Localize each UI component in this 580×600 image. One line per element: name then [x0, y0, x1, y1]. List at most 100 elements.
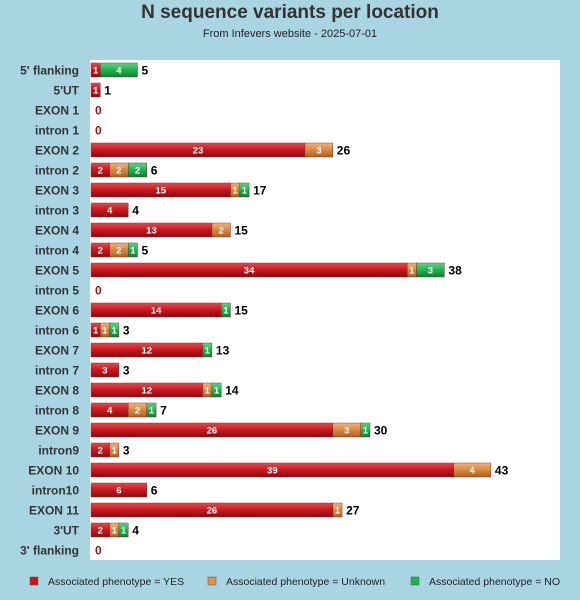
bar-segment	[211, 382, 222, 398]
category-label: EXON 6	[35, 304, 79, 318]
total-label: 27	[346, 504, 360, 518]
segment-value-label: 26	[207, 506, 218, 517]
segment-value-label: 34	[244, 266, 255, 277]
segment-value-label: 1	[93, 86, 99, 97]
total-label: 26	[337, 144, 351, 158]
category-label: 3' flanking	[20, 544, 79, 558]
segment-value-label: 3	[428, 266, 433, 277]
segment-value-label: 1	[149, 406, 155, 417]
segment-value-label: 2	[135, 406, 140, 417]
segment-value-label: 2	[116, 166, 121, 177]
bar-segment	[90, 482, 147, 498]
segment-value-label: 12	[142, 346, 153, 357]
total-label: 15	[235, 224, 249, 238]
segment-value-label: 1	[363, 426, 369, 437]
total-label: 15	[235, 304, 249, 318]
category-label: EXON 7	[35, 344, 79, 358]
bar-segment	[332, 502, 343, 518]
segment-value-label: 1	[409, 266, 415, 277]
total-label: 3	[123, 444, 130, 458]
legend-swatch	[29, 576, 39, 586]
total-label: 43	[495, 464, 509, 478]
segment-value-label: 1	[223, 306, 229, 317]
category-label: 5'UT	[53, 84, 79, 98]
bar-segment	[109, 322, 120, 338]
category-label: EXON 11	[29, 504, 79, 518]
segment-value-label: 3	[344, 426, 349, 437]
bar-segment	[211, 222, 231, 238]
chart-subtitle: From Infevers website - 2025-07-01	[202, 28, 378, 40]
bar-segment	[90, 82, 101, 98]
bar-segment	[146, 402, 157, 418]
bar-segment	[118, 522, 129, 538]
segment-value-label: 13	[146, 226, 157, 237]
bar-segment	[90, 202, 129, 218]
category-label: EXON 4	[35, 224, 79, 238]
total-label: 17	[253, 184, 267, 198]
total-label: 0	[95, 284, 102, 298]
bar-segment	[90, 362, 120, 378]
segment-value-label: 4	[107, 206, 113, 217]
total-label: 38	[448, 264, 462, 278]
legend-label: Associated phenotype = YES	[48, 576, 184, 588]
bar-segment	[220, 302, 231, 318]
bar-segment	[109, 442, 120, 458]
category-label: intron 1	[35, 124, 79, 138]
segment-value-label: 3	[102, 366, 107, 377]
segment-value-label: 39	[267, 466, 278, 477]
segment-value-label: 2	[98, 526, 103, 537]
segment-value-label: 1	[112, 526, 118, 537]
segment-value-label: 14	[151, 306, 162, 317]
segment-value-label: 1	[205, 346, 211, 357]
category-label: intron10	[32, 484, 80, 498]
segment-value-label: 3	[316, 146, 321, 157]
bar-segment	[360, 422, 371, 438]
total-label: 1	[104, 84, 111, 98]
total-label: 0	[95, 104, 102, 118]
category-label: intron 5	[35, 284, 79, 298]
segment-value-label: 6	[116, 486, 121, 497]
segment-value-label: 1	[93, 326, 99, 337]
segment-value-label: 26	[207, 426, 218, 437]
segment-value-label: 4	[116, 66, 122, 77]
category-label: intron 7	[35, 364, 79, 378]
segment-value-label: 1	[130, 246, 136, 257]
category-label: EXON 8	[35, 384, 79, 398]
segment-value-label: 15	[155, 186, 166, 197]
total-label: 0	[95, 544, 102, 558]
segment-value-label: 12	[142, 386, 153, 397]
legend-label: Associated phenotype = Unknown	[226, 576, 385, 588]
segment-value-label: 1	[335, 506, 341, 517]
segment-value-label: 1	[112, 326, 118, 337]
category-label: intron 3	[35, 204, 79, 218]
segment-value-label: 1	[242, 186, 248, 197]
total-label: 6	[151, 484, 158, 498]
category-label: EXON 1	[35, 104, 79, 118]
category-label: intron9	[38, 444, 79, 458]
segment-value-label: 4	[107, 406, 113, 417]
bar-segment	[202, 342, 213, 358]
bar-segment	[239, 182, 250, 198]
segment-value-label: 2	[98, 446, 103, 457]
total-label: 5	[142, 244, 149, 258]
legend-label: Associated phenotype = NO	[429, 576, 560, 588]
category-label: intron 4	[35, 244, 79, 258]
total-label: 4	[132, 204, 139, 218]
segment-value-label: 2	[98, 246, 103, 257]
category-label: EXON 2	[35, 144, 79, 158]
segment-value-label: 1	[205, 386, 211, 397]
category-label: intron 2	[35, 164, 79, 178]
total-label: 7	[160, 404, 167, 418]
segment-value-label: 1	[121, 526, 127, 537]
category-label: EXON 9	[35, 424, 79, 438]
chart-title: N sequence variants per location	[141, 2, 439, 23]
bar-segment	[100, 62, 138, 78]
total-label: 14	[225, 384, 239, 398]
bar-segment	[304, 142, 333, 158]
category-label: EXON 3	[35, 184, 79, 198]
total-label: 3	[123, 364, 130, 378]
total-label: 6	[151, 164, 158, 178]
total-label: 30	[374, 424, 388, 438]
segment-value-label: 2	[135, 166, 140, 177]
segment-value-label: 4	[470, 466, 476, 477]
